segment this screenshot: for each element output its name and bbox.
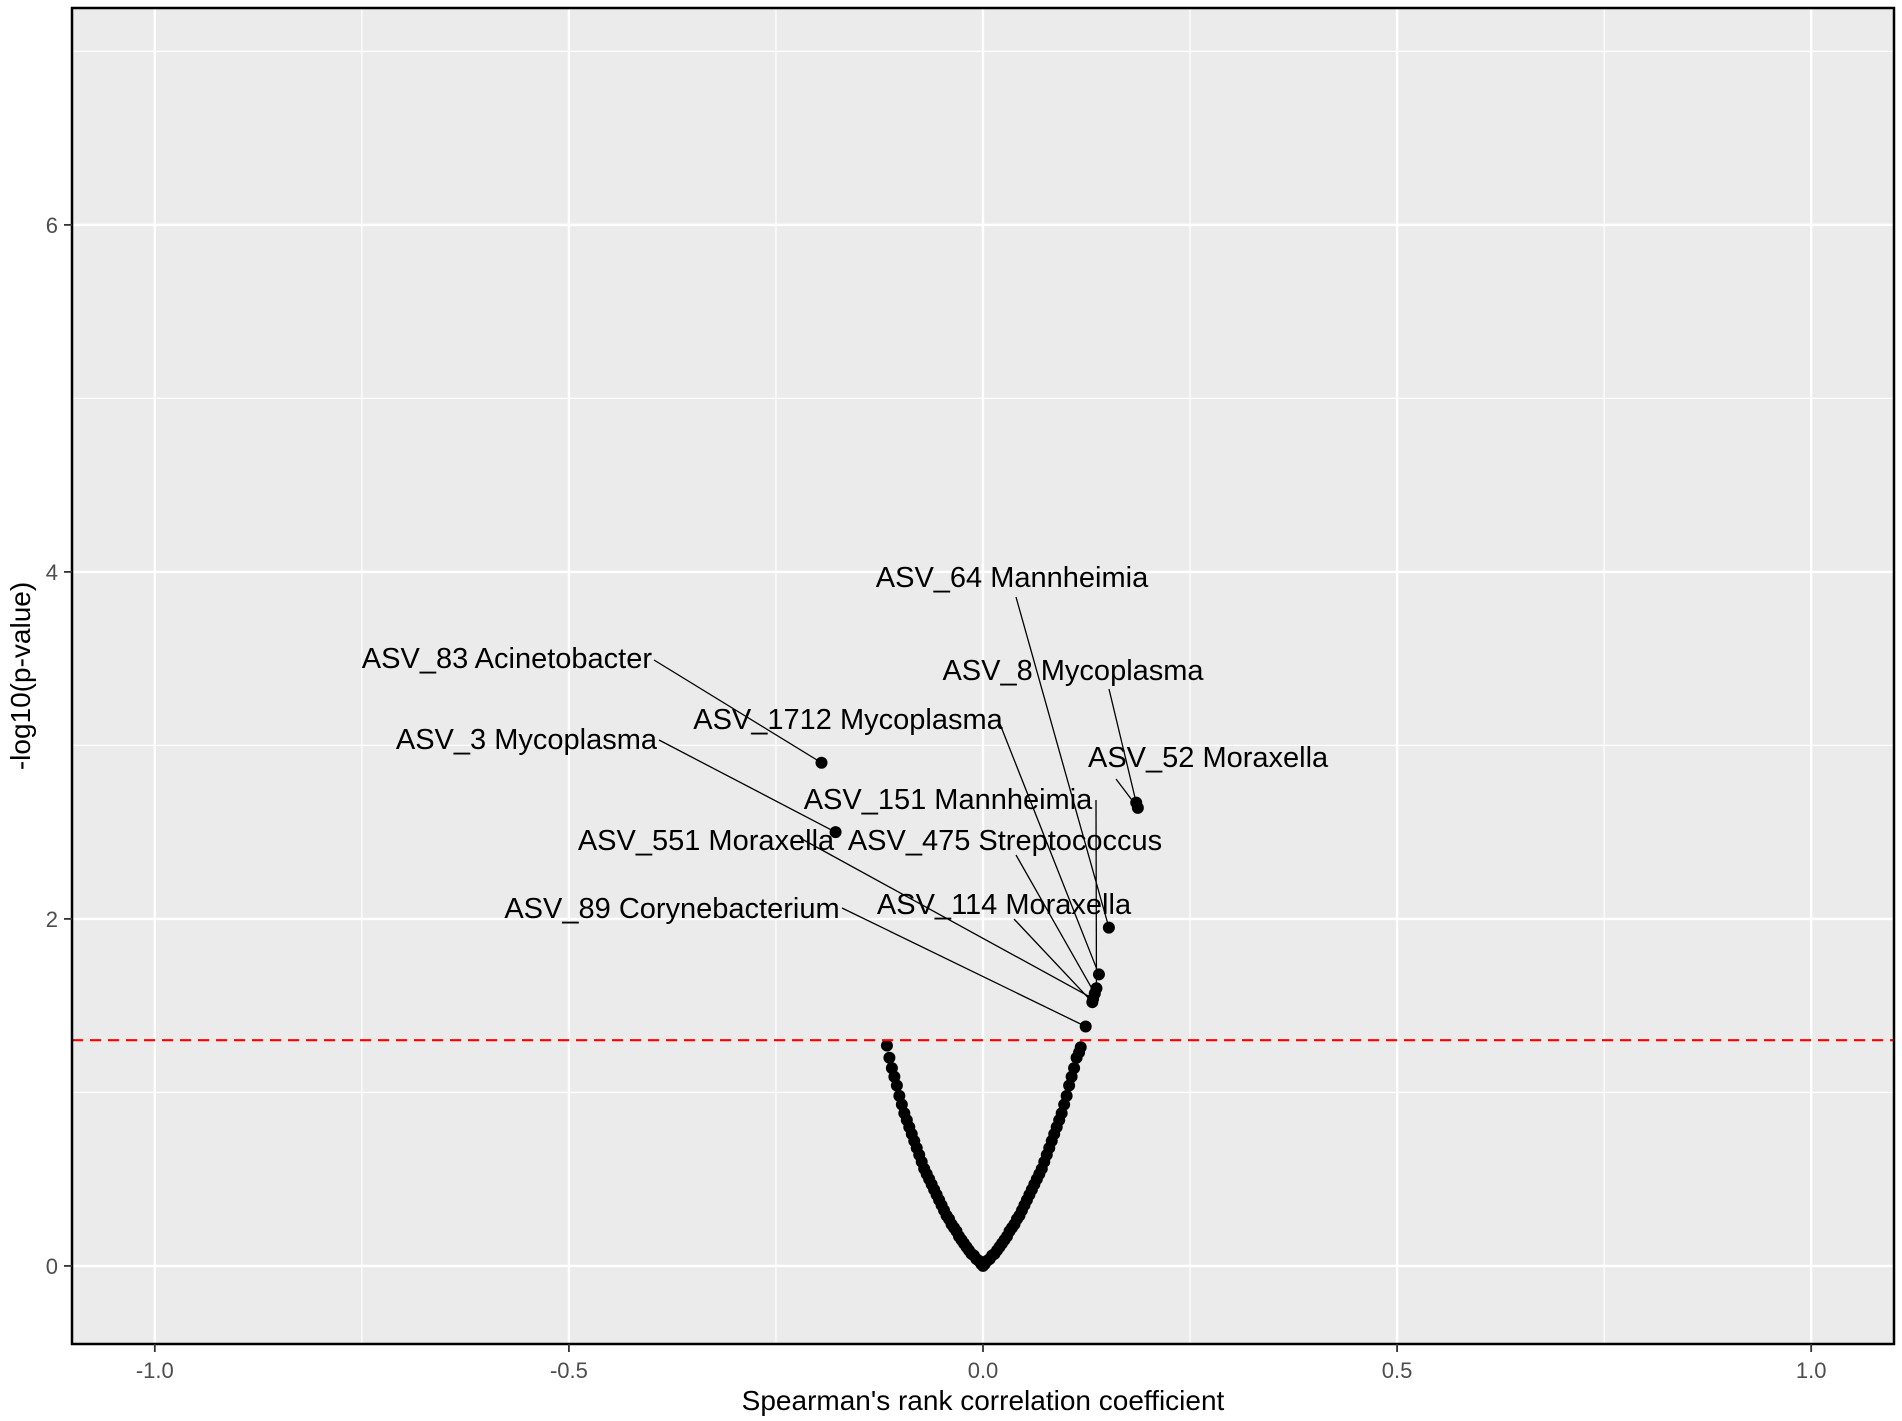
- y-tick-label: 6: [46, 213, 58, 238]
- y-axis-title: -log10(p-value): [5, 582, 36, 770]
- annotation-label: ASV_83 Acinetobacter: [362, 643, 653, 675]
- y-axis: 0 2 4 6: [46, 213, 72, 1279]
- annotation-label: ASV_1712 Mycoplasma: [693, 704, 1003, 736]
- annotation-leader-line: [658, 739, 836, 833]
- annotation-label: ASV_64 Mannheimia: [876, 562, 1149, 594]
- annotation-label: ASV_114 Moraxella: [877, 889, 1132, 921]
- point-annotations: ASV_83 Acinetobacter ASV_3 Mycoplasma ASV_…: [362, 562, 1329, 1028]
- x-tick-label: 0.5: [1382, 1358, 1413, 1383]
- x-axis-title: Spearman's rank correlation coefficient: [742, 1385, 1225, 1416]
- annotation-label: ASV_8 Mycoplasma: [942, 655, 1204, 687]
- x-tick-label: 0.0: [968, 1358, 999, 1383]
- annotation-label: ASV_3 Mycoplasma: [396, 724, 658, 756]
- data-points: [815, 756, 1144, 1272]
- x-axis: -1.0 -0.5 0.0 0.5 1.0: [136, 1344, 1827, 1383]
- x-tick-label: -0.5: [550, 1358, 588, 1383]
- annotation-leader-line: [997, 718, 1100, 975]
- y-tick-label: 0: [46, 1254, 58, 1279]
- data-point: [880, 1039, 893, 1052]
- x-tick-label: -1.0: [136, 1358, 174, 1383]
- y-tick-label: 2: [46, 907, 58, 932]
- data-point: [883, 1051, 896, 1064]
- x-tick-label: 1.0: [1796, 1358, 1827, 1383]
- annotation-label: ASV_475 Streptococcus: [848, 825, 1162, 857]
- annotation-leader-line: [1108, 688, 1137, 803]
- annotation-leader-line: [799, 837, 1094, 1000]
- data-point: [1074, 1041, 1087, 1054]
- annotation-label: ASV_52 Moraxella: [1088, 742, 1329, 774]
- annotation-label: ASV_89 Corynebacterium: [504, 893, 839, 925]
- annotation-leader-line: [1015, 854, 1096, 994]
- annotation-leader-line: [1013, 918, 1093, 1003]
- y-tick-label: 4: [46, 560, 58, 585]
- annotation-leader-line: [653, 659, 822, 764]
- annotation-leader-line: [1115, 778, 1139, 809]
- data-point: [1068, 1062, 1081, 1075]
- annotation-leader-line: [841, 907, 1086, 1028]
- annotation-label: ASV_551 Moraxella: [578, 825, 835, 857]
- data-point: [1060, 1089, 1073, 1102]
- annotation-leader-line: [1015, 596, 1110, 928]
- annotation-label: ASV_151 Mannheimia: [804, 784, 1093, 816]
- data-point: [890, 1079, 903, 1092]
